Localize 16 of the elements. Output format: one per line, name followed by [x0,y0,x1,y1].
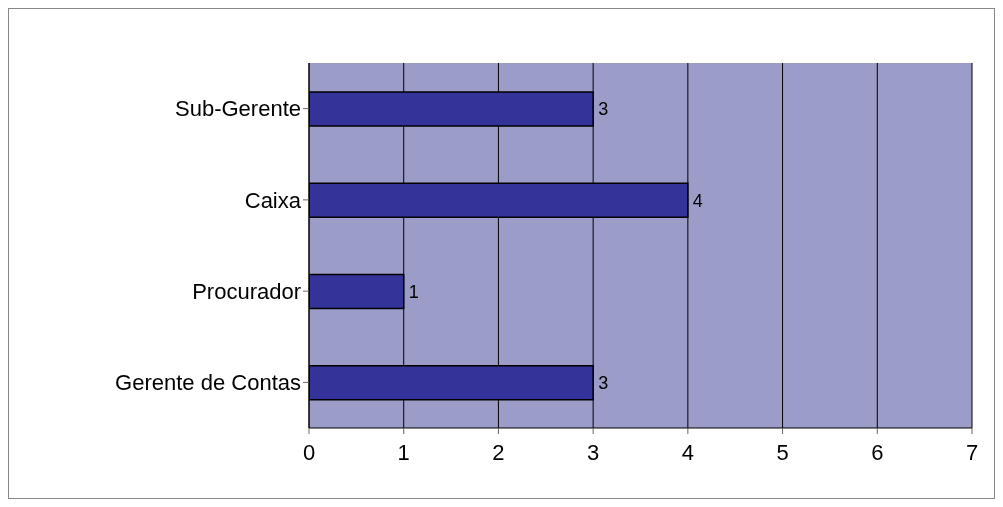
y-tick-label: Caixa [244,187,302,213]
x-tick-label: 0 [302,439,316,465]
x-tick-label: 3 [587,439,600,465]
x-tick-label: 2 [492,439,505,465]
y-tick-label: Procurador [192,278,301,304]
data-label: 3 [598,373,609,394]
x-tick-label: 4 [681,439,694,465]
x-tick-label: 7 [965,439,979,465]
y-tick-label: Gerente de Contas [115,370,301,396]
data-label: 3 [598,99,609,120]
x-tick-label: 6 [871,439,884,465]
x-tick-label: 5 [776,439,789,465]
y-tick-label: Sub-Gerente [175,96,301,122]
x-tick-label: 1 [397,439,410,465]
data-label: 4 [692,190,703,211]
data-label: 1 [408,281,419,302]
